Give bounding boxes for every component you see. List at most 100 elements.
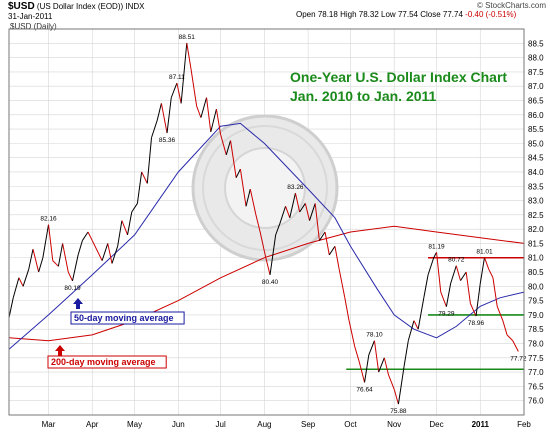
low-label: Low [381, 10, 396, 19]
price-segment [506, 334, 514, 342]
price-segment [492, 277, 498, 307]
chart-title: One-Year U.S. Dollar Index Chart [290, 69, 507, 85]
y-tick-label: 78.5 [528, 325, 544, 334]
price-segment [52, 260, 59, 267]
x-tick-label: 2011 [472, 420, 490, 429]
x-tick-label: May [127, 420, 142, 429]
data-label: 80.40 [262, 279, 279, 286]
callout-arrow [73, 298, 83, 309]
price-segment [190, 68, 198, 107]
y-tick-label: 87.5 [528, 68, 544, 77]
price-segment [314, 203, 320, 241]
x-tick-label: Mar [42, 420, 56, 429]
price-segment [460, 271, 467, 281]
data-label: 78.10 [366, 332, 383, 339]
y-tick-label: 76.5 [528, 382, 544, 391]
price-segment [170, 82, 178, 98]
y-tick-label: 78.0 [528, 340, 544, 349]
close-label: Close [420, 10, 441, 19]
price-segment [440, 291, 447, 307]
price-segment [383, 357, 390, 376]
price-segment [38, 257, 44, 273]
ma50-line [8, 122, 525, 350]
data-label: 76.64 [356, 386, 373, 393]
x-tick-label: Feb [517, 420, 531, 429]
price-segment [512, 340, 519, 352]
price-segment [77, 240, 83, 256]
exchange: INDX [125, 2, 145, 11]
price-segment [354, 346, 360, 361]
price-segment [18, 277, 24, 287]
price-segment [121, 220, 128, 236]
data-label: 87.11 [169, 74, 185, 81]
high-label: High [340, 10, 357, 19]
price-segment [488, 268, 494, 278]
data-label: 88.51 [179, 34, 196, 41]
y-tick-label: 81.5 [528, 239, 544, 248]
x-tick-label: Jul [216, 420, 226, 429]
callout-label: 200-day moving average [51, 357, 156, 367]
price-segment [259, 231, 267, 258]
price-segment [91, 240, 99, 253]
callout-box [70, 311, 185, 325]
symbol: $USD [8, 1, 35, 12]
x-tick-label: Apr [86, 420, 99, 429]
price-segment [393, 389, 399, 405]
symbol-name: (US Dollar Index (EOD)) [36, 2, 124, 11]
price-segment [324, 231, 330, 255]
x-tick-label: Sep [301, 420, 316, 429]
price-segment [427, 257, 435, 276]
price-segment [413, 320, 419, 330]
price-segment [225, 140, 231, 155]
high-value: 78.32 [358, 10, 379, 19]
price-segment [101, 243, 109, 261]
x-tick-label: Nov [387, 420, 401, 429]
callout-label: 50-day moving average [74, 313, 174, 323]
y-tick-label: 82.0 [528, 225, 544, 234]
price-segment [484, 257, 490, 270]
price-segment [496, 306, 504, 321]
price-segment [433, 252, 437, 258]
data-label: 80.19 [64, 285, 81, 292]
price-segment [378, 357, 385, 373]
price-segment [176, 82, 182, 104]
price-segment [28, 249, 34, 270]
y-tick-label: 80.0 [528, 282, 544, 291]
price-segment [8, 297, 14, 318]
price-segment [304, 203, 311, 221]
price-segment [206, 97, 212, 132]
y-tick-label: 79.0 [528, 311, 544, 320]
price-segment [117, 220, 123, 247]
price-segment [239, 169, 247, 207]
support-lines [346, 314, 524, 371]
data-label: 75.88 [390, 408, 407, 415]
price-segment [348, 320, 356, 347]
x-tick-label: Jun [172, 420, 185, 429]
price-segment [502, 320, 508, 336]
data-label: 79.29 [438, 311, 455, 318]
price-segment [388, 374, 395, 390]
price-segment [373, 340, 380, 373]
data-label: 82.16 [40, 216, 57, 223]
price-segment [235, 168, 241, 178]
price-segment [255, 214, 261, 233]
price-segment [275, 223, 281, 236]
price-segment [417, 297, 425, 330]
price-segment [230, 140, 237, 178]
price-segment [475, 283, 481, 317]
price-segment [294, 193, 301, 213]
y-tick-label: 77.0 [528, 368, 544, 377]
price-series [8, 42, 519, 405]
x-tick-label: Aug [257, 420, 271, 429]
price-segment [334, 246, 340, 270]
y-tick-label: 82.5 [528, 211, 544, 220]
chart-date: 31-Jan-2011 [8, 12, 53, 21]
price-segment [141, 171, 148, 184]
price-segment [210, 108, 217, 133]
close-value: 77.74 [442, 10, 463, 19]
x-axis-ticks: Mar Apr May Jun Jul Aug Sep Oct Nov Dec 2011 Feb [42, 420, 532, 429]
credit-text: © StockCharts.com [476, 1, 546, 10]
price-segment [87, 231, 93, 241]
ohlc-readout: Open 78.18 High 78.32 Low 77.54 Close 77… [296, 10, 516, 19]
price-segment [265, 257, 271, 276]
